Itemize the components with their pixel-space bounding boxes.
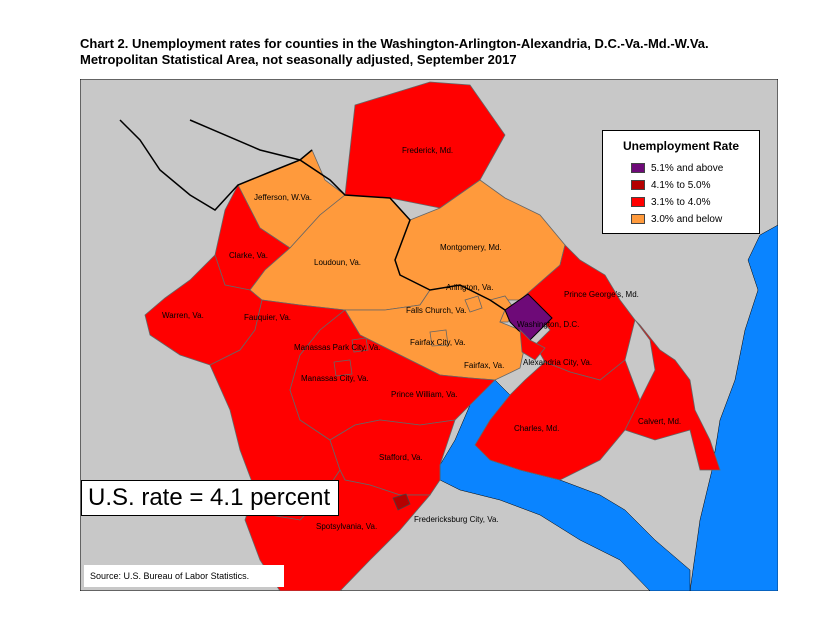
label-fauquier: Fauquier, Va. bbox=[244, 313, 291, 322]
label-jefferson: Jefferson, W.Va. bbox=[254, 193, 312, 202]
legend-item: 3.1% to 4.0% bbox=[631, 197, 710, 208]
label-washington-dc: Washington, D.C. bbox=[517, 320, 579, 329]
legend-label: 5.1% and above bbox=[651, 163, 724, 174]
city-manassas-park bbox=[351, 337, 369, 353]
label-warren: Warren, Va. bbox=[162, 311, 204, 320]
label-fredericksburg: Fredericksburg City, Va. bbox=[414, 515, 499, 524]
city-fairfax bbox=[429, 329, 449, 347]
label-spotsylvania: Spotsylvania, Va. bbox=[316, 522, 377, 531]
source-note: Source: U.S. Bureau of Labor Statistics. bbox=[84, 565, 284, 587]
label-stafford: Stafford, Va. bbox=[379, 453, 423, 462]
state-line-md-va bbox=[189, 119, 506, 311]
legend-label: 3.0% and below bbox=[651, 214, 723, 225]
label-manassas-park: Manassas Park City, Va. bbox=[294, 343, 380, 352]
legend-item: 3.0% and below bbox=[631, 214, 722, 225]
city-alexandria bbox=[519, 328, 546, 361]
label-frederick: Frederick, Md. bbox=[402, 146, 453, 155]
label-clarke: Clarke, Va. bbox=[229, 251, 268, 260]
label-prince-william: Prince William, Va. bbox=[391, 390, 458, 399]
city-manassas bbox=[333, 359, 353, 377]
label-arlington: Arlington, Va. bbox=[446, 283, 493, 292]
legend-swatch bbox=[631, 163, 645, 174]
label-alexandria: Alexandria City, Va. bbox=[523, 358, 592, 367]
city-falls-church bbox=[464, 295, 483, 313]
legend-item: 4.1% to 5.0% bbox=[631, 180, 710, 191]
label-prince-georges: Prince George's, Md. bbox=[564, 290, 639, 299]
label-montgomery: Montgomery, Md. bbox=[440, 243, 502, 252]
legend-title: Unemployment Rate bbox=[622, 139, 740, 153]
chesapeake-bay bbox=[689, 224, 778, 591]
legend: Unemployment Rate 5.1% and above 4.1% to… bbox=[602, 130, 760, 234]
label-charles: Charles, Md. bbox=[514, 424, 559, 433]
county-charles bbox=[474, 359, 641, 481]
legend-swatch bbox=[631, 180, 645, 191]
legend-swatch bbox=[631, 197, 645, 208]
label-fairfax: Fairfax, Va. bbox=[464, 361, 504, 370]
label-manassas: Manassas City, Va. bbox=[301, 374, 369, 383]
legend-swatch bbox=[631, 214, 645, 225]
legend-item: 5.1% and above bbox=[631, 163, 723, 174]
state-line-wv-va bbox=[119, 119, 313, 211]
legend-label: 4.1% to 5.0% bbox=[651, 180, 711, 191]
map-title: Chart 2. Unemployment rates for counties… bbox=[80, 36, 780, 68]
city-fredericksburg bbox=[392, 493, 411, 511]
title-line-1: Chart 2. Unemployment rates for counties… bbox=[80, 36, 709, 51]
county-calvert bbox=[624, 319, 721, 471]
label-loudoun: Loudoun, Va. bbox=[314, 258, 361, 267]
label-calvert: Calvert, Md. bbox=[638, 417, 681, 426]
legend-label: 3.1% to 4.0% bbox=[651, 197, 711, 208]
label-fairfax-city: Fairfax City, Va. bbox=[410, 338, 466, 347]
label-falls-church: Falls Church, Va. bbox=[406, 306, 467, 315]
title-line-2: Metropolitan Statistical Area, not seaso… bbox=[80, 52, 517, 67]
us-rate-box: U.S. rate = 4.1 percent bbox=[81, 480, 339, 516]
